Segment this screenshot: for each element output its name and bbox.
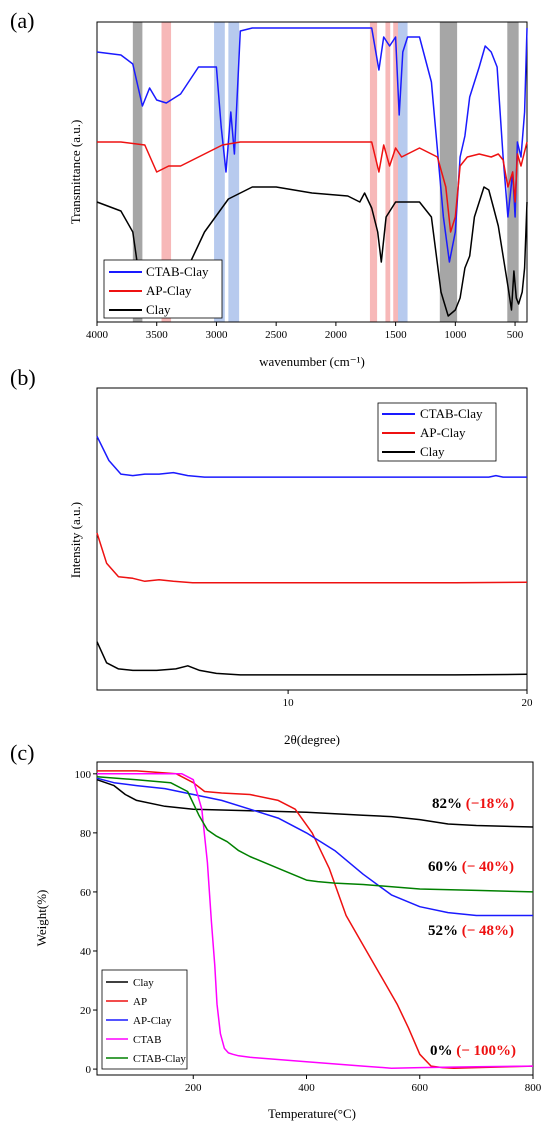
panel-b-legend: CTAB-Clay AP-Clay Clay: [377, 402, 497, 462]
panel-c-legend-ap-clay: AP-Clay: [133, 1015, 172, 1027]
annotation-ap-clay-delta: (− 48%): [462, 923, 514, 939]
panel-b-legend-ap-clay: AP-Clay: [420, 425, 466, 440]
panel-c-ylabel: Weight(%): [34, 890, 49, 947]
panel-a-legend-ctab-clay: CTAB-Clay: [146, 264, 209, 279]
annotation-clay-delta: (−18%): [466, 796, 515, 812]
panel-b-legend-ctab-clay: CTAB-Clay: [420, 406, 483, 421]
panel-a-legend: CTAB-Clay AP-Clay Clay: [103, 259, 223, 319]
panel-c-xtick-label: 800: [525, 1082, 542, 1094]
panel-a-xtick-label: 500: [507, 329, 524, 341]
panel-a-legend-box: [103, 259, 223, 319]
panel-a-band-6: [393, 22, 398, 322]
annotation-ap-clay: 52% (− 48%): [428, 923, 514, 939]
panel-b-ylabel: Intensity (a.u.): [68, 502, 83, 578]
panel-c-ytick-label: 100: [75, 769, 92, 781]
panel-c-legend-ap: AP: [133, 996, 147, 1008]
panel-b-frame: [96, 387, 528, 691]
panel-a-band-3: [228, 22, 240, 322]
panel-a-band-2: [214, 22, 225, 322]
annotation-ap-value: 0%: [430, 1043, 453, 1059]
panel-a-xtick-label: 2000: [325, 329, 348, 341]
panel-a-ylabel: Transmittance (a.u.): [68, 120, 83, 225]
annotation-ctab-clay-delta: (− 40%): [462, 859, 514, 875]
panel-c-ytick-label: 60: [80, 887, 92, 899]
panel-a-xtick-label: 1000: [444, 329, 467, 341]
panel-c-series-ctab: [97, 773, 534, 1069]
panel-c-xtick-label: 400: [298, 1082, 315, 1094]
panel-a-band-0: [132, 22, 143, 322]
annotation-ap-delta: (− 100%): [456, 1043, 516, 1059]
panel-a-xtick-label: 2500: [265, 329, 288, 341]
panel-c-legend: Clay AP AP-Clay CTAB CTAB-Clay: [101, 969, 188, 1070]
panel-c-ytick-label: 0: [86, 1064, 92, 1076]
panel-c-series-ctab-clay: [96, 776, 534, 893]
panel-a-band-7: [398, 22, 408, 322]
panel-c-xtick-label: 200: [185, 1082, 202, 1094]
panel-a-label: (a): [10, 8, 34, 33]
annotation-clay-value: 82%: [432, 796, 462, 812]
panel-a-band-1: [161, 22, 172, 322]
panel-b-xlabel: 2θ(degree): [284, 732, 340, 747]
panel-c-legend-clay: Clay: [133, 977, 154, 989]
panel-a-xtick-label: 1500: [385, 329, 408, 341]
panel-a-xtick-label: 4000: [86, 329, 109, 341]
panel-c-ytick-label: 20: [80, 1005, 92, 1017]
panel-b-series-ctab-clay: [96, 435, 527, 478]
annotation-ap-clay-value: 52%: [428, 923, 458, 939]
panel-a-x-ticks: 4000 3500 3000 2500 2000 1500 1000 500: [86, 322, 524, 341]
panel-c-legend-ctab: CTAB: [133, 1034, 161, 1046]
panel-c-series-ap-clay: [96, 777, 533, 917]
annotation-ap: 0% (− 100%): [430, 1043, 516, 1059]
panel-a-ftir-chart: (a) 4000 3500 3000 2500 2000 1500 1000 500 Tran…: [10, 8, 528, 369]
panel-c-ticks: 200 400 600 800 0 20 40 60 80 100: [75, 769, 542, 1094]
panel-b-series-clay: [96, 641, 528, 676]
annotation-ctab-clay-value: 60%: [428, 859, 458, 875]
panel-b-xtick-label: 20: [522, 697, 534, 709]
panel-c-xtick-label: 600: [412, 1082, 429, 1094]
panel-c-ytick-label: 80: [80, 828, 92, 840]
panel-a-legend-ap-clay: AP-Clay: [146, 283, 192, 298]
panel-a-xtick-label: 3000: [205, 329, 228, 341]
panel-b-legend-clay: Clay: [420, 444, 445, 459]
panel-a-xtick-label: 3500: [146, 329, 169, 341]
panel-b-x-ticks: 10 20: [283, 690, 533, 709]
panel-c-label: (c): [10, 740, 34, 765]
panel-c-annotations: 82% (−18%) 60% (− 40%) 52% (− 48%) 0% (−…: [428, 796, 516, 1059]
panel-b-label: (b): [10, 365, 36, 390]
panel-b-series: [96, 435, 528, 676]
panel-a-band-4: [369, 22, 378, 322]
panel-c-ytick-label: 40: [80, 946, 92, 958]
panel-a-series-ap-clay: [97, 141, 528, 233]
panel-a-series-ctab-clay: [96, 27, 528, 263]
panel-a-band-5: [385, 22, 391, 322]
annotation-clay: 82% (−18%): [432, 796, 514, 812]
panel-a-frame: [96, 21, 528, 323]
panel-c-xlabel: Temperature(°C): [268, 1106, 356, 1121]
panel-c-frame: [96, 761, 534, 1076]
panel-c-series: [96, 770, 534, 1069]
panel-a-legend-clay: Clay: [146, 302, 171, 317]
panel-b-series-ap-clay: [96, 532, 528, 584]
panel-c-series-clay: [96, 778, 534, 828]
panel-b-xtick-label: 10: [283, 697, 295, 709]
panel-a-band-8: [439, 22, 458, 322]
panel-c-legend-ctab-clay: CTAB-Clay: [133, 1053, 186, 1065]
panel-a-xlabel: wavenumber (cm⁻¹): [259, 354, 365, 369]
panel-b-xrd-chart: (b) 10 20 Intensity (a.u.) 2θ(degree) CTA…: [10, 365, 533, 747]
panel-c-tga-chart: (c) 200 400 600 800 0 20 40 60 80 100 Weight(%) T…: [10, 740, 542, 1121]
annotation-ctab-clay: 60% (− 40%): [428, 859, 514, 875]
